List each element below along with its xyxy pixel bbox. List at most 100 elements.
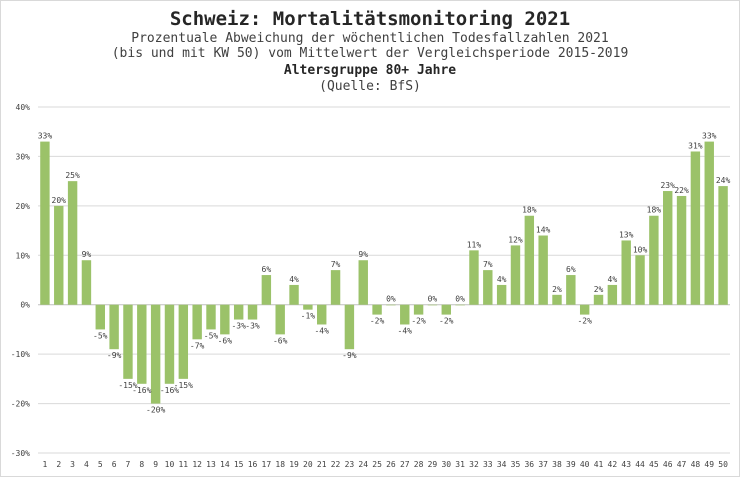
data-label: 7% (483, 260, 493, 269)
bar (663, 191, 673, 305)
data-label: 2% (594, 285, 604, 294)
bar (40, 141, 50, 305)
data-label: -7% (190, 341, 205, 350)
bar (206, 304, 216, 330)
data-label: -1% (301, 312, 316, 321)
bar (483, 270, 493, 305)
data-label: -6% (218, 336, 233, 345)
bar (635, 255, 645, 305)
chart-subtitle-line-1: Prozentuale Abweichung der wöchentlichen… (131, 31, 609, 46)
y-tick-label: -30% (11, 449, 30, 458)
x-tick-label: 39 (566, 460, 576, 469)
x-tick-label: 18 (275, 460, 285, 469)
data-label: 6% (262, 265, 272, 274)
bar (164, 304, 175, 384)
x-tick-label: 5 (98, 460, 103, 469)
bar (400, 304, 410, 325)
data-label: 24% (716, 176, 731, 185)
data-label: -2% (370, 317, 385, 326)
x-tick-label: 25 (372, 460, 382, 469)
x-tick-label: 14 (220, 460, 230, 469)
bar (455, 304, 465, 306)
x-tick-label: 16 (248, 460, 258, 469)
data-label: -15% (118, 381, 137, 390)
x-tick-label: 48 (691, 460, 701, 469)
y-tick-label: 10% (16, 251, 31, 260)
x-tick-label: 40 (580, 460, 590, 469)
bar (275, 304, 285, 335)
x-tick-label: 27 (400, 460, 410, 469)
bar (317, 304, 327, 325)
bar (649, 215, 659, 305)
x-tick-label: 23 (345, 460, 355, 469)
data-label: -6% (273, 336, 288, 345)
x-tick-label: 49 (704, 460, 714, 469)
x-tick-label: 47 (677, 460, 687, 469)
data-label: 2% (552, 285, 562, 294)
x-tick-label: 7 (126, 460, 131, 469)
x-tick-label: 41 (594, 460, 604, 469)
x-tick-label: 12 (192, 460, 202, 469)
bar (178, 304, 189, 379)
x-tick-label: 30 (441, 460, 451, 469)
bar (220, 304, 230, 335)
data-label: -5% (93, 331, 108, 340)
chart-title: Schweiz: Mortalitätsmonitoring 2021 (169, 8, 571, 30)
bar (192, 304, 202, 340)
bar (690, 151, 701, 305)
data-label: -5% (204, 331, 219, 340)
data-label: 22% (674, 186, 689, 195)
data-label: -9% (107, 351, 122, 360)
bar (704, 141, 714, 305)
x-tick-label: 50 (718, 460, 728, 469)
x-tick-label: 29 (428, 460, 438, 469)
data-label: 7% (331, 260, 341, 269)
data-label: 33% (702, 132, 717, 141)
x-axis-ticks: 1 2 3 4 5 6 7 8 9 10 11 12 13 14 15 16 17 18 19 20 21 22 23 24 2… (43, 460, 729, 469)
x-tick-label: 28 (414, 460, 424, 469)
data-labels: 33%20%25%9%-5%-9%-15%-16%-20%-16%-15%-7%… (38, 132, 731, 415)
data-label: 9% (82, 250, 92, 259)
bar (496, 284, 507, 305)
data-label: -15% (174, 381, 193, 390)
bar (233, 304, 244, 320)
data-label: -3% (245, 322, 260, 331)
data-label: 25% (65, 171, 80, 180)
data-label: 4% (497, 275, 507, 284)
data-label: 9% (358, 250, 368, 259)
data-label: 0% (428, 295, 438, 304)
x-tick-label: 19 (289, 460, 299, 469)
y-tick-label: 40% (16, 103, 31, 112)
bar (358, 260, 368, 305)
x-tick-label: 34 (497, 460, 507, 469)
data-label: 13% (619, 230, 634, 239)
x-tick-label: 3 (70, 460, 75, 469)
x-tick-label: 1 (43, 460, 48, 469)
x-tick-label: 22 (331, 460, 341, 469)
bar (330, 270, 341, 305)
x-tick-label: 9 (153, 460, 158, 469)
x-tick-label: 31 (455, 460, 465, 469)
bar (303, 304, 313, 310)
bar (81, 260, 92, 305)
x-tick-label: 38 (552, 460, 562, 469)
data-label: 14% (536, 226, 551, 235)
bar (344, 304, 355, 350)
data-label: 4% (608, 275, 618, 284)
x-tick-label: 36 (524, 460, 534, 469)
bar (510, 245, 521, 305)
x-tick-label: 10 (165, 460, 175, 469)
bar (289, 284, 299, 305)
x-tick-label: 32 (469, 460, 479, 469)
chart-source: (Quelle: BfS) (319, 79, 421, 94)
data-label: 18% (522, 206, 537, 215)
data-label: -3% (231, 322, 246, 331)
y-tick-label: 0% (20, 301, 30, 310)
bar (137, 304, 147, 384)
data-label: 0% (455, 295, 465, 304)
bar (109, 304, 119, 350)
x-tick-label: 45 (649, 460, 659, 469)
x-tick-label: 46 (663, 460, 673, 469)
data-label: 0% (386, 295, 396, 304)
